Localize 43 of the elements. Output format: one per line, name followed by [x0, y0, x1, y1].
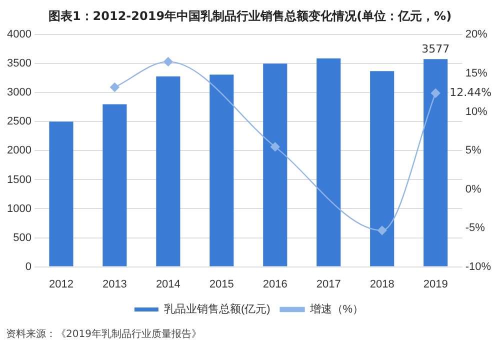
- y-tick-label: 1000: [6, 202, 32, 215]
- y-tick-label: 2500: [6, 116, 32, 128]
- y2-tick-label: -5%: [465, 222, 486, 234]
- bar: [370, 71, 394, 266]
- y-tick-label: 0: [25, 260, 32, 273]
- x-tick-label: 2019: [423, 278, 448, 290]
- x-tick-label: 2012: [48, 278, 74, 290]
- x-tick-label: 2018: [370, 278, 394, 290]
- bar: [316, 58, 341, 266]
- y-tick-label: 4000: [6, 28, 32, 41]
- x-tick-label: 2014: [156, 278, 180, 290]
- y2-tick-label: 15%: [465, 67, 488, 80]
- y-tick-label: 500: [13, 232, 32, 244]
- y-tick-label: 3000: [6, 86, 32, 99]
- y2-tick-label: -10%: [465, 260, 492, 273]
- bar: [102, 104, 127, 266]
- bar: [49, 122, 74, 266]
- legend-label: 乳品业销售总额(亿元): [164, 302, 270, 316]
- point: [164, 57, 173, 66]
- y2-tick-label: 10%: [465, 106, 488, 118]
- point: [110, 82, 120, 92]
- point: [430, 88, 440, 98]
- y2-tick-label: 0%: [465, 183, 482, 196]
- x-tick-label: 2016: [262, 278, 288, 290]
- y2-tick-label: 5%: [465, 144, 482, 157]
- bar: [263, 64, 288, 266]
- point: [378, 226, 387, 236]
- point: [270, 142, 280, 152]
- x-tick-label: 2015: [209, 278, 234, 290]
- y-tick-label: 2000: [6, 144, 32, 157]
- legend-label: 增速（%）: [308, 302, 364, 316]
- bar: [424, 59, 448, 266]
- data-label: 12.44%: [450, 86, 492, 99]
- x-tick-label: 2017: [316, 278, 341, 290]
- bar: [210, 74, 234, 266]
- chart-title: 图表1：2012-2019年中国乳制品行业销售总额变化情况(单位：亿元，%): [47, 8, 453, 25]
- bar: [156, 76, 180, 266]
- x-tick-label: 2013: [102, 278, 127, 290]
- y2-tick-label: 20%: [465, 28, 488, 41]
- data-label: 3577: [422, 42, 450, 56]
- y-tick-label: 3500: [6, 58, 32, 70]
- y-tick-label: 1500: [6, 174, 32, 186]
- text: 资料来源：《2019年乳制品行业质量报告》: [5, 328, 202, 342]
